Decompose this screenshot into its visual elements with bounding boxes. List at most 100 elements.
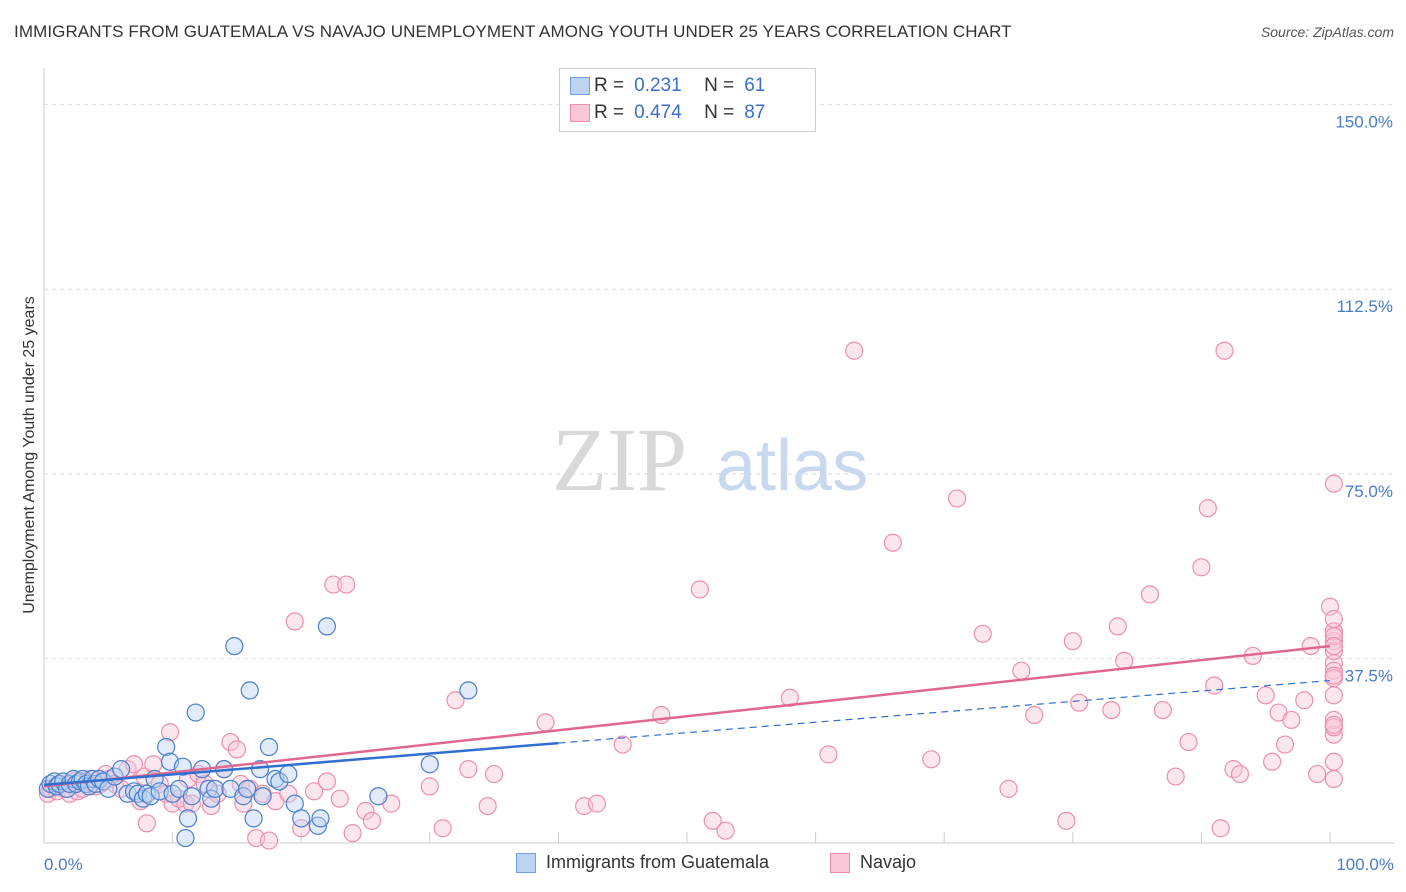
navajo-point	[356, 801, 375, 821]
navajo-point	[1263, 752, 1282, 771]
y-tick-label: 75.0%	[1345, 482, 1393, 501]
navajo-point	[182, 794, 201, 813]
legend-n-value: 61	[744, 75, 766, 96]
legend-swatch-guatemala	[570, 77, 590, 95]
navajo-point	[459, 760, 478, 779]
navajo-point	[1324, 725, 1343, 744]
navajo-point	[1140, 585, 1160, 604]
series-legend-navajo: Navajo	[830, 852, 916, 873]
guatemala-point	[311, 809, 330, 828]
series-legend-guatemala: Immigrants from Guatemala	[516, 852, 769, 873]
series-swatch-navajo	[830, 852, 850, 873]
navajo-point	[613, 735, 632, 754]
navajo-point	[1324, 661, 1343, 680]
x-tick-label-min: 0.0%	[44, 855, 83, 874]
legend-r-label: R =	[594, 75, 625, 96]
y-tick-label: 112.5%	[1337, 297, 1393, 316]
navajo-point	[1012, 661, 1031, 680]
navajo-point	[478, 796, 497, 816]
navajo-point	[1057, 811, 1076, 830]
navajo-point	[1205, 676, 1224, 695]
watermark-zip: ZIP	[552, 411, 687, 510]
chart-title: IMMIGRANTS FROM GUATEMALA VS NAVAJO UNEM…	[14, 22, 1012, 41]
guatemala-point	[176, 828, 195, 848]
navajo-point	[690, 580, 709, 599]
guatemala-point	[178, 809, 198, 828]
watermark-atlas: atlas	[716, 426, 868, 506]
x-tick-label-max: 100.0%	[1336, 855, 1394, 874]
navajo-point	[1102, 700, 1121, 720]
guatemala-point	[308, 816, 328, 835]
navajo-point	[259, 831, 279, 850]
navajo-trend-line	[43, 644, 1331, 788]
series-label-guatemala: Immigrants from Guatemala	[546, 852, 770, 872]
navajo-point	[1295, 691, 1314, 710]
navajo-point	[1308, 764, 1327, 784]
guatemala-point	[112, 760, 131, 779]
series-swatch-guatemala	[516, 852, 536, 873]
series-label-navajo: Navajo	[860, 852, 917, 872]
navajo-point	[279, 784, 298, 803]
y-tick-label: 37.5%	[1345, 666, 1393, 685]
navajo-point	[1256, 686, 1275, 705]
navajo-point	[227, 740, 246, 759]
y-tick-label: 150.0%	[1335, 113, 1393, 132]
guatemala-point	[225, 636, 244, 656]
guatemala-point	[459, 681, 478, 700]
navajo-point	[446, 691, 465, 710]
navajo-point	[1324, 752, 1343, 771]
navajo-point	[947, 489, 967, 508]
guatemala-point	[182, 787, 201, 806]
navajo-point	[1275, 735, 1295, 754]
navajo-point	[652, 705, 671, 725]
navajo-point	[433, 819, 452, 838]
legend-n-label: N =	[704, 102, 735, 123]
source-label: Source: ZipAtlas.com	[1260, 24, 1394, 40]
navajo-point	[703, 811, 722, 830]
navajo-point	[304, 782, 324, 801]
guatemala-point	[238, 779, 257, 798]
legend-r-label: R =	[594, 102, 625, 123]
guatemala-point	[279, 764, 298, 784]
navajo-point	[780, 688, 799, 707]
stats-legend: R = 0.231 N = 61 R = 0.474 N = 87	[559, 68, 816, 132]
navajo-point	[160, 723, 180, 742]
navajo-point	[1324, 666, 1343, 685]
navajo-point	[1025, 705, 1044, 725]
navajo-point	[1211, 819, 1230, 838]
navajo-point	[1324, 710, 1343, 730]
navajo-point	[1070, 693, 1089, 712]
navajo-point	[1324, 622, 1343, 641]
navajo-point	[1324, 686, 1343, 705]
navajo-point	[1230, 764, 1250, 784]
navajo-point	[324, 575, 343, 594]
navajo-point	[317, 772, 337, 791]
navajo-point	[1324, 769, 1343, 789]
guatemala-point	[244, 809, 263, 828]
navajo-point	[1324, 609, 1343, 629]
navajo-point	[1179, 732, 1198, 752]
legend-swatch-navajo	[570, 104, 590, 122]
guatemala-point	[317, 617, 337, 636]
guatemala-point	[141, 787, 160, 806]
navajo-point	[1324, 715, 1343, 734]
navajo-point	[343, 824, 362, 843]
navajo-points	[38, 341, 1343, 850]
guatemala-point	[369, 787, 388, 806]
trend-lines	[43, 644, 1331, 788]
y-axis-label: Unemployment Among Youth under 25 years	[21, 296, 38, 614]
x-tick-marks	[43, 832, 1331, 843]
navajo-point	[1166, 767, 1185, 786]
guatemala-point	[202, 789, 221, 808]
navajo-point	[883, 533, 902, 552]
y-tick-labels: 37.5% 75.0% 112.5% 150.0%	[1335, 113, 1393, 686]
legend-row-navajo: R = 0.474 N = 87	[570, 101, 765, 125]
navajo-point	[1198, 499, 1217, 518]
guatemala-point	[186, 703, 205, 722]
navajo-point	[1192, 558, 1211, 577]
guatemala-point	[420, 755, 439, 774]
navajo-point	[1215, 341, 1234, 360]
navajo-point	[973, 624, 992, 643]
navajo-point	[716, 821, 735, 840]
